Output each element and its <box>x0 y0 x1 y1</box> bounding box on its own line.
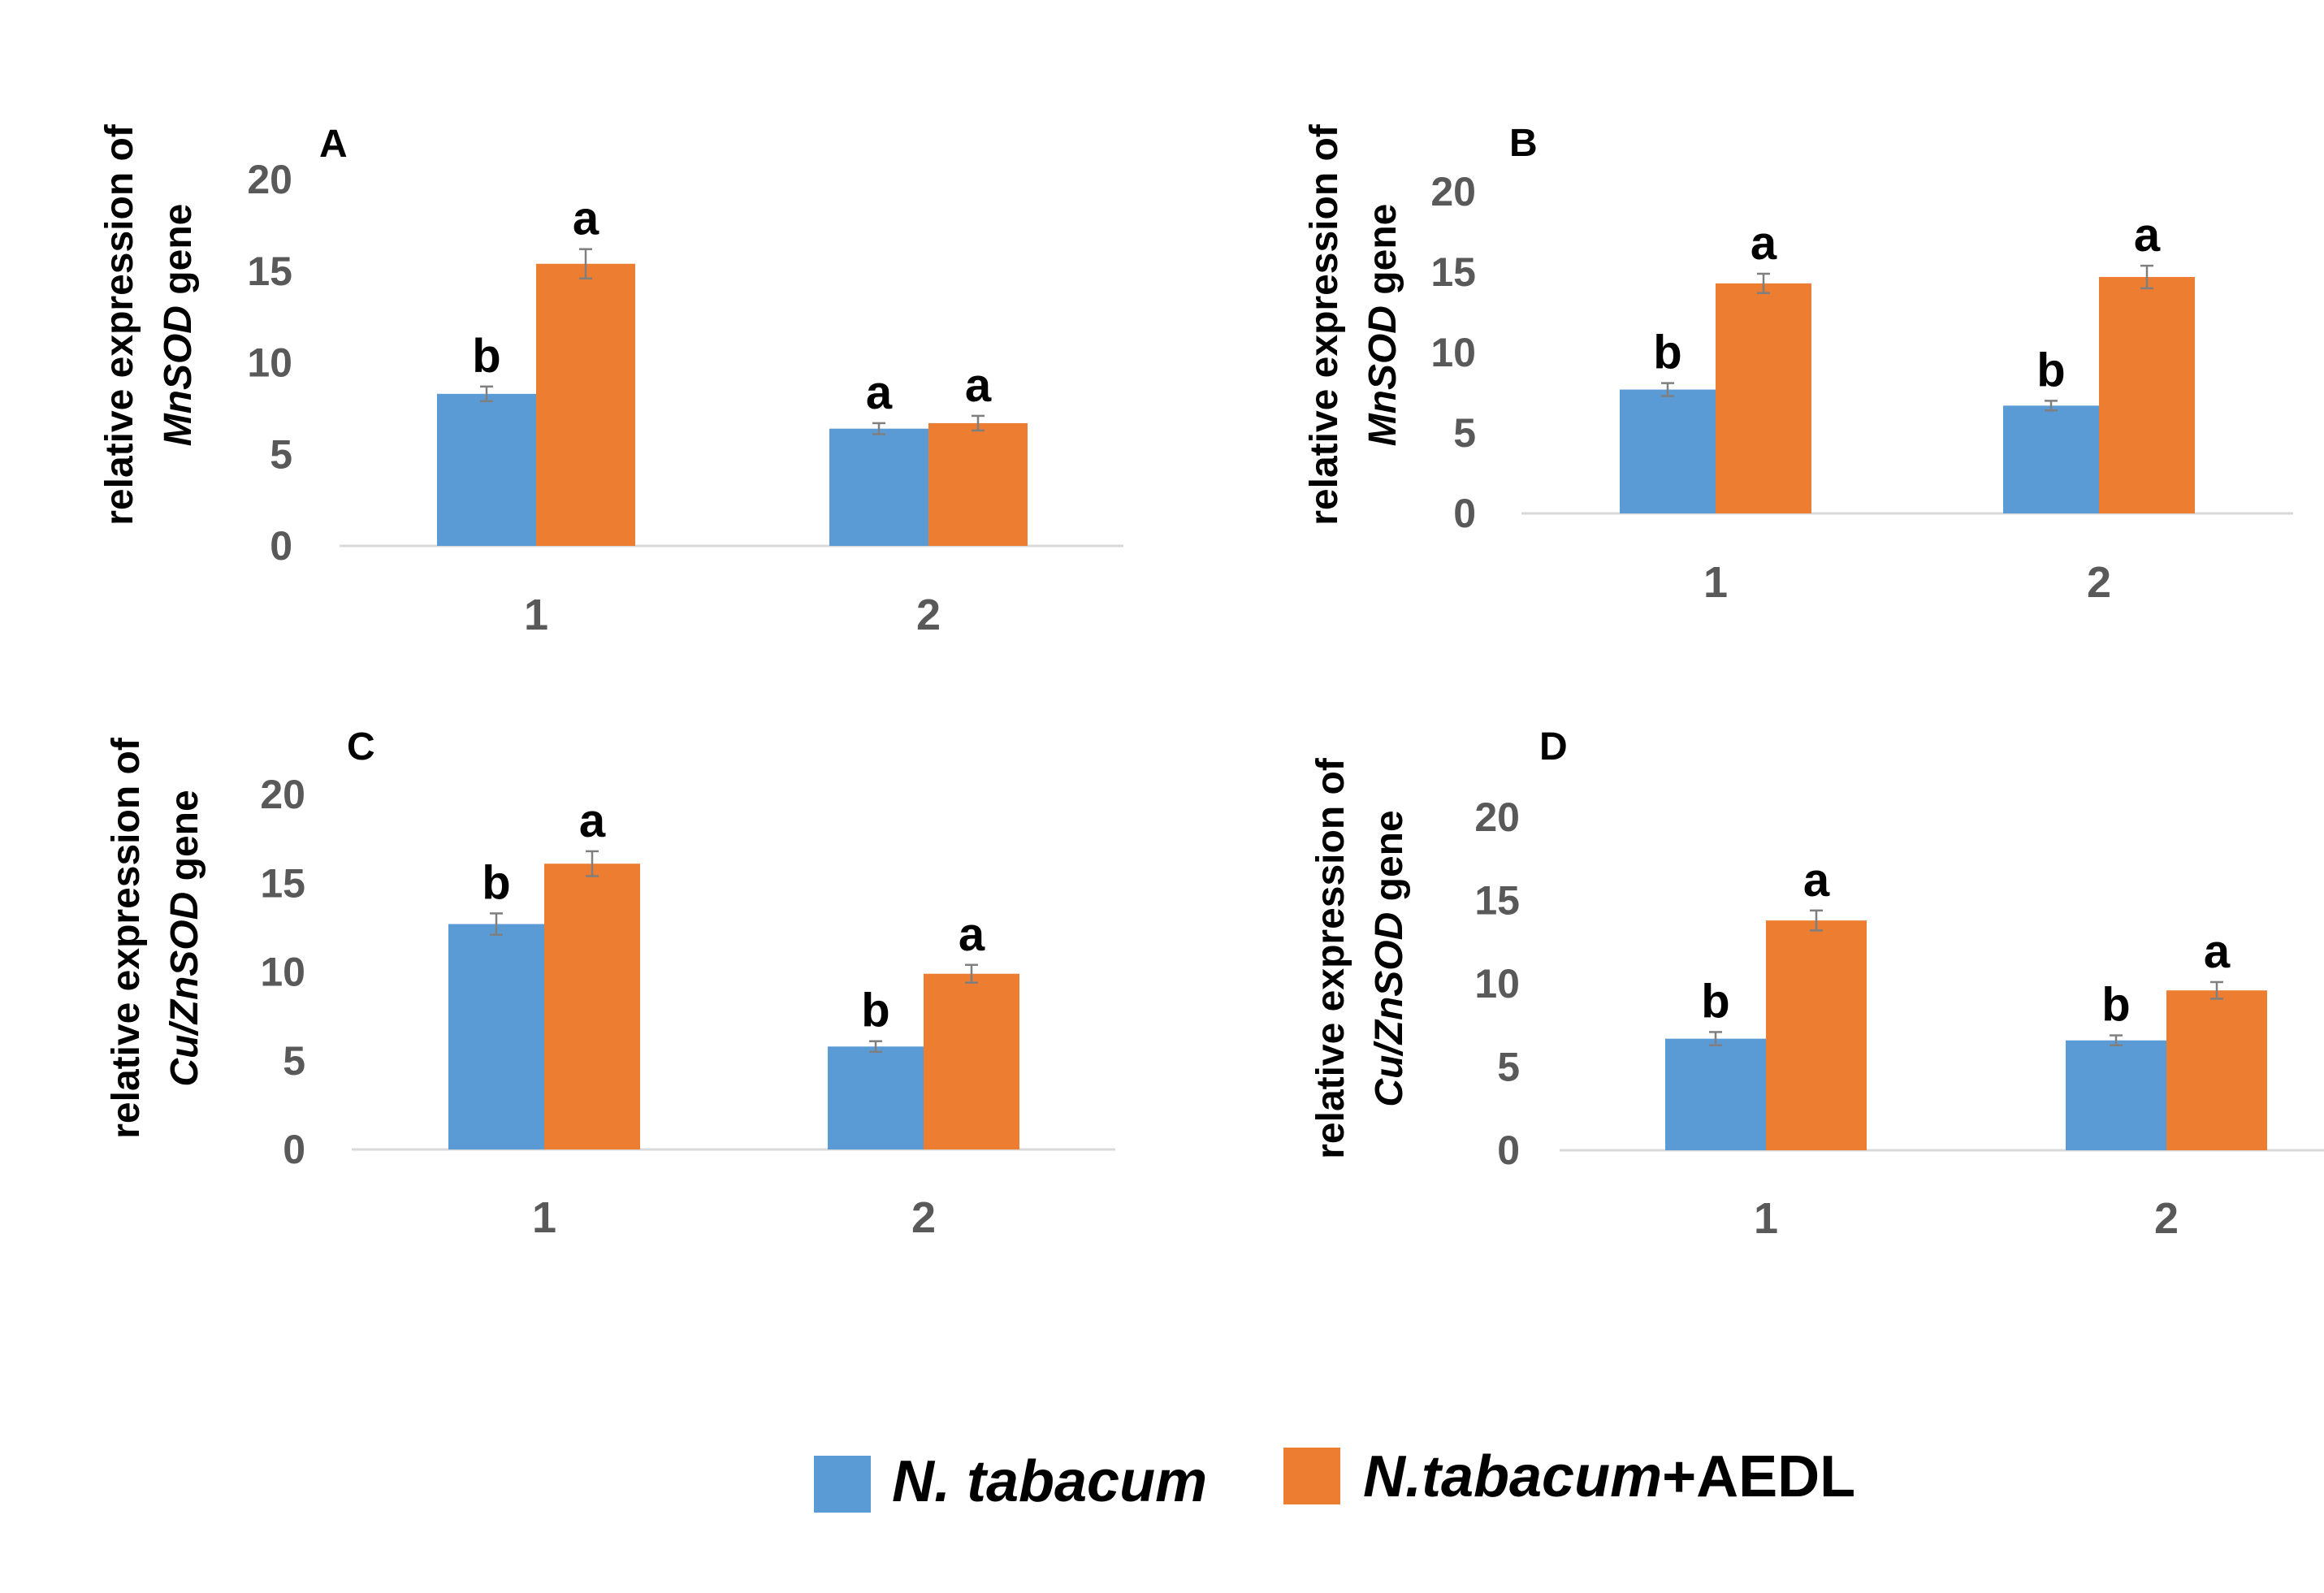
y-tick-label: 10 <box>247 340 292 386</box>
y-tick-label: 15 <box>260 860 305 906</box>
error-bar <box>2140 264 2153 290</box>
error-bar <box>2210 980 2223 1000</box>
error-bar <box>1757 272 1770 294</box>
y-axis-label-line1: relative expression of <box>105 737 148 1139</box>
error-bar <box>586 850 599 877</box>
y-tick-label: 10 <box>1430 330 1476 375</box>
significance-letter: a <box>1751 217 1777 270</box>
error-bar <box>2110 1034 2123 1047</box>
y-tick-label: 15 <box>247 249 292 294</box>
error-bar <box>1810 909 1823 932</box>
error-bar <box>869 1040 882 1054</box>
bar-n-tabacum-cat1 <box>1620 389 1716 513</box>
x-category-label: 2 <box>911 1193 936 1242</box>
error-bar <box>872 422 885 435</box>
bar-n-tabacum-cat2 <box>828 1046 924 1149</box>
panel-label: B <box>1509 122 1538 165</box>
bar-n-tabacum-aedl-cat1 <box>544 864 640 1149</box>
y-tick-label: 0 <box>1453 491 1476 536</box>
bar-n-tabacum-aedl-cat2 <box>928 422 1028 546</box>
x-category-label: 1 <box>532 1193 556 1242</box>
bar-n-tabacum-cat2 <box>2066 1040 2166 1150</box>
y-tick-label: 15 <box>1474 878 1520 924</box>
bar-n-tabacum-aedl-cat2 <box>2166 990 2267 1150</box>
y-tick-label: 20 <box>1474 794 1520 840</box>
y-axis-label-line2: Cu/ZnSOD gene <box>1368 810 1411 1106</box>
error-bar <box>2045 400 2058 412</box>
significance-letter: b <box>861 985 889 1037</box>
x-category-label: 1 <box>524 591 548 639</box>
bar-n-tabacum-aedl-cat2 <box>924 973 1019 1149</box>
error-bar <box>1709 1031 1722 1047</box>
error-bar <box>579 248 592 280</box>
panel-label: A <box>319 123 348 166</box>
legend-swatch-n-tabacum-aedl <box>1283 1448 1340 1504</box>
y-tick-label: 10 <box>1474 961 1520 1006</box>
bar-n-tabacum-cat2 <box>829 428 928 546</box>
y-tick-label: 5 <box>283 1038 305 1084</box>
y-tick-label: 15 <box>1430 249 1476 295</box>
y-axis-label-line1: relative expression of <box>1303 123 1346 526</box>
significance-letter: a <box>2134 209 2161 262</box>
y-tick-label: 0 <box>1497 1128 1520 1173</box>
bar-n-tabacum-aedl-cat1 <box>1716 283 1811 513</box>
y-axis-label-line2: MnSOD gene <box>1361 204 1404 447</box>
significance-letter: b <box>2036 344 2065 396</box>
y-axis-label-line1: relative expression of <box>1309 757 1352 1159</box>
x-category-label: 2 <box>2154 1194 2179 1243</box>
x-category-label: 1 <box>1703 558 1728 607</box>
y-tick-label: 20 <box>1430 169 1476 214</box>
error-bar <box>480 385 493 403</box>
y-tick-label: 5 <box>270 431 292 477</box>
bar-n-tabacum-aedl-cat1 <box>536 263 635 546</box>
significance-letter: a <box>579 794 606 847</box>
error-bar <box>965 963 978 984</box>
significance-letter: a <box>2204 925 2231 978</box>
significance-letter: a <box>959 908 985 961</box>
bar-n-tabacum-cat1 <box>437 393 536 546</box>
x-category-label: 1 <box>1754 1194 1778 1243</box>
significance-letter: a <box>866 366 893 419</box>
x-category-label: 2 <box>2087 558 2111 607</box>
y-tick-label: 0 <box>270 523 292 569</box>
y-tick-label: 5 <box>1497 1045 1520 1090</box>
significance-letter: a <box>965 359 992 412</box>
significance-letter: a <box>1803 854 1830 907</box>
legend: N. tabacum N.tabacum+AEDL <box>814 1444 1855 1514</box>
bar-n-tabacum-cat1 <box>1665 1038 1766 1150</box>
y-tick-label: 5 <box>1453 410 1476 456</box>
y-axis-label-line2: Cu/ZnSOD gene <box>163 790 206 1086</box>
bar-n-tabacum-aedl-cat1 <box>1766 920 1867 1150</box>
significance-letter: b <box>2101 979 2130 1032</box>
bar-n-tabacum-cat1 <box>448 924 544 1149</box>
error-bar <box>972 414 985 432</box>
bar-n-tabacum-cat2 <box>2003 405 2099 513</box>
y-tick-label: 20 <box>260 772 305 817</box>
legend-label-n-tabacum-aedl: N.tabacum+AEDL <box>1363 1444 1855 1509</box>
y-tick-label: 10 <box>260 950 305 995</box>
panel-label: C <box>347 725 375 768</box>
legend-label-n-tabacum: N. tabacum <box>892 1449 1207 1514</box>
y-axis-label-line2: MnSOD gene <box>157 204 200 447</box>
significance-letter: b <box>482 856 510 909</box>
error-bar <box>490 912 503 936</box>
significance-letter: b <box>1653 327 1681 379</box>
significance-letter: b <box>472 330 500 383</box>
x-category-label: 2 <box>916 591 941 639</box>
significance-letter: b <box>1701 975 1729 1028</box>
error-bar <box>1661 382 1674 397</box>
bar-n-tabacum-aedl-cat2 <box>2099 276 2195 513</box>
y-axis-label-line1: relative expression of <box>98 123 141 526</box>
y-tick-label: 0 <box>283 1127 305 1172</box>
legend-swatch-n-tabacum <box>814 1456 871 1513</box>
panel-label: D <box>1539 725 1568 768</box>
y-tick-label: 20 <box>247 157 292 202</box>
significance-letter: a <box>573 193 599 245</box>
